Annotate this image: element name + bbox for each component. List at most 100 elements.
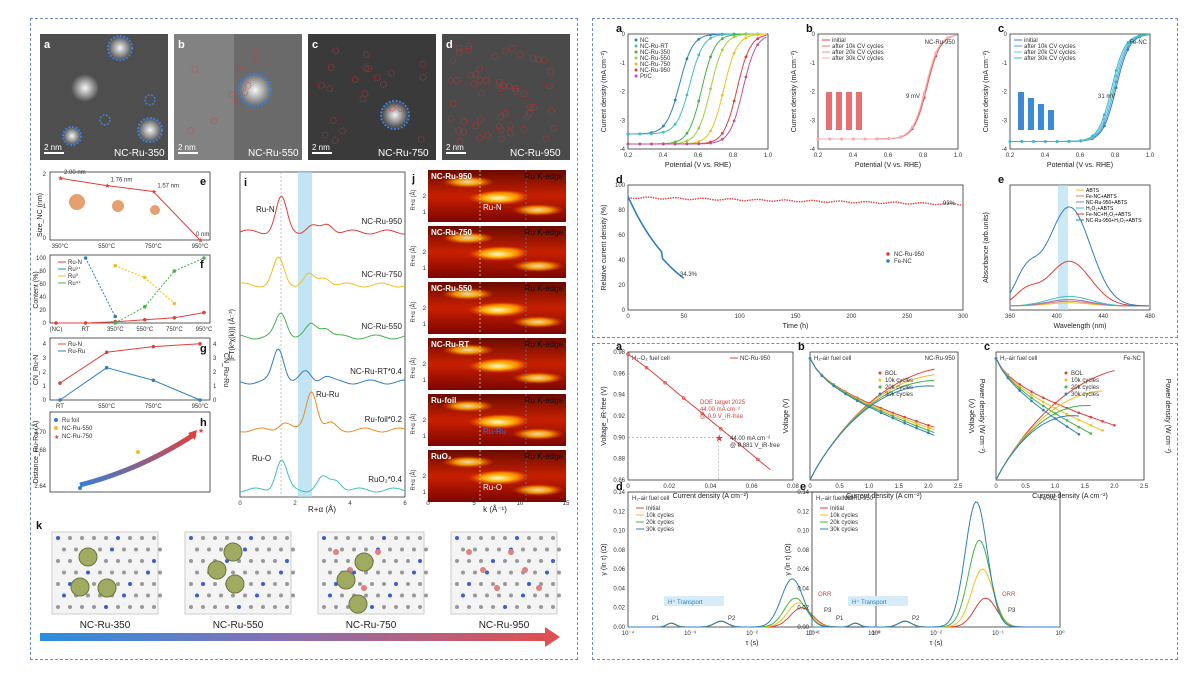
right-top-charts: a Potential (V vs. RHE) Current density (m… <box>601 23 1156 330</box>
tem-label-b: NC-Ru-550 <box>248 148 299 159</box>
single-atom-marker <box>495 123 503 130</box>
legend-marker <box>634 74 638 78</box>
single-atom-marker <box>373 74 381 82</box>
lattice-atom <box>219 593 223 598</box>
lattice-atom <box>497 570 501 575</box>
tem-label-a: NC-Ru-350 <box>114 148 165 159</box>
lattice-atom <box>491 536 495 540</box>
lattice-atom <box>334 605 338 609</box>
g-ytick: 2 <box>43 370 47 376</box>
y-tick: 0.02 <box>797 606 809 612</box>
exafs-curve <box>239 391 406 433</box>
lattice-atom <box>237 536 241 540</box>
y-tick: 0.96 <box>613 371 625 377</box>
lattice-atom <box>261 536 265 540</box>
curve-point <box>927 426 930 430</box>
lsv-marker <box>720 37 724 41</box>
legend-label: 10k cycles <box>885 378 913 384</box>
lattice-atom <box>479 605 483 609</box>
stability-curve <box>627 196 964 206</box>
lsv-marker <box>1079 139 1083 142</box>
panel-tag: Fe-NC <box>1039 496 1057 502</box>
lsv-marker <box>1114 74 1118 78</box>
legend-label: 30k cycles <box>830 527 858 533</box>
legend-marker <box>886 252 890 256</box>
voltage-curve <box>809 358 935 436</box>
lattice-atom <box>533 547 537 552</box>
lattice-atom <box>237 605 241 609</box>
x-tick: 0.06 <box>746 484 758 490</box>
legend-label: H₂O₂+ABTS <box>1086 206 1114 212</box>
fc-title: H₂-air fuel cell <box>814 356 851 362</box>
y-axis-label: Relative current density (%) <box>601 205 608 291</box>
y-tick: 0 <box>1004 32 1008 38</box>
lattice-atom <box>243 593 247 598</box>
lattice-atom <box>467 536 471 540</box>
panel-h-legend: NC-Ru-550 <box>62 426 93 432</box>
lattice-atom <box>551 582 555 586</box>
lattice-atom <box>146 593 150 598</box>
single-atom-marker <box>476 65 483 73</box>
x-tick: 10⁻³ <box>684 631 696 637</box>
lattice-atom <box>509 593 513 598</box>
single-atom-marker <box>495 78 503 86</box>
legend-marker <box>1064 378 1068 382</box>
size-data-label: 2.00 nm <box>64 170 86 176</box>
lattice-atom <box>98 547 102 552</box>
wavelet-edge: Ru K-edge <box>525 452 564 461</box>
panel-g: g CN_Ru-N CN_Ru-Ru RT 550°C 750°C 950°C 0 1 2 3… <box>33 337 229 410</box>
size-data-label: 1.76 nm <box>111 178 133 184</box>
wavelet-hotspot <box>512 372 564 384</box>
lattice-atom <box>485 547 489 552</box>
legend-marker <box>634 56 638 60</box>
single-atom-marker <box>507 129 514 137</box>
y-axis-label: Voltage (V) <box>783 399 790 434</box>
lsv-marker <box>1126 41 1130 44</box>
lattice-atom <box>533 570 537 575</box>
lattice-atom <box>424 570 428 575</box>
f-ytick: 20 <box>39 308 46 314</box>
peak-label: P2 <box>912 616 920 622</box>
wavelet-ytick: 1 <box>423 266 427 272</box>
lsv-marker <box>1114 80 1118 84</box>
x-axis-label: τ (s) <box>930 640 943 647</box>
wavelet-hotspot <box>468 471 528 485</box>
curve-point <box>1018 383 1021 386</box>
lattice-atom <box>551 536 555 540</box>
lattice-atom <box>116 605 120 609</box>
transport-label: H⁺ Transport <box>852 599 887 606</box>
lattice-atom <box>56 559 60 563</box>
g-point <box>104 365 109 370</box>
y-tick: -1 <box>620 61 626 67</box>
lattice-atom <box>231 570 235 575</box>
single-atom-marker <box>352 76 359 83</box>
wavelet-note: Ru-Ru <box>483 427 506 436</box>
legend-marker <box>878 385 882 389</box>
wavelet-hotspot <box>442 400 494 412</box>
g-ytick: 3 <box>43 356 47 362</box>
g-series-line <box>59 367 201 401</box>
y-tick: -1 <box>810 61 816 67</box>
y-tick: 0.06 <box>797 567 809 573</box>
lsv-marker <box>685 93 689 97</box>
y-tick: 0.88 <box>613 457 625 463</box>
transport-box <box>664 596 724 606</box>
single-atom-marker <box>447 115 455 122</box>
ru-cluster <box>336 570 356 590</box>
single-ru-atom <box>480 567 486 573</box>
transport-box <box>848 596 908 606</box>
curve-point <box>891 415 895 418</box>
wavelet-note: Ru-N <box>483 203 502 212</box>
inset-bar <box>1018 92 1024 130</box>
inset-bar <box>836 92 842 130</box>
lattice-atom <box>497 547 501 552</box>
lattice-atom <box>273 605 277 609</box>
lattice-atom <box>515 582 519 586</box>
wavelet-hotspot <box>468 191 528 205</box>
annot-ru-n: Ru-N <box>256 205 275 214</box>
lattice-atom <box>140 582 144 586</box>
x-tick: 480 <box>1145 314 1156 320</box>
lattice-atom <box>340 547 344 552</box>
lattice-atom <box>285 582 289 586</box>
lattice-atom <box>467 582 471 586</box>
